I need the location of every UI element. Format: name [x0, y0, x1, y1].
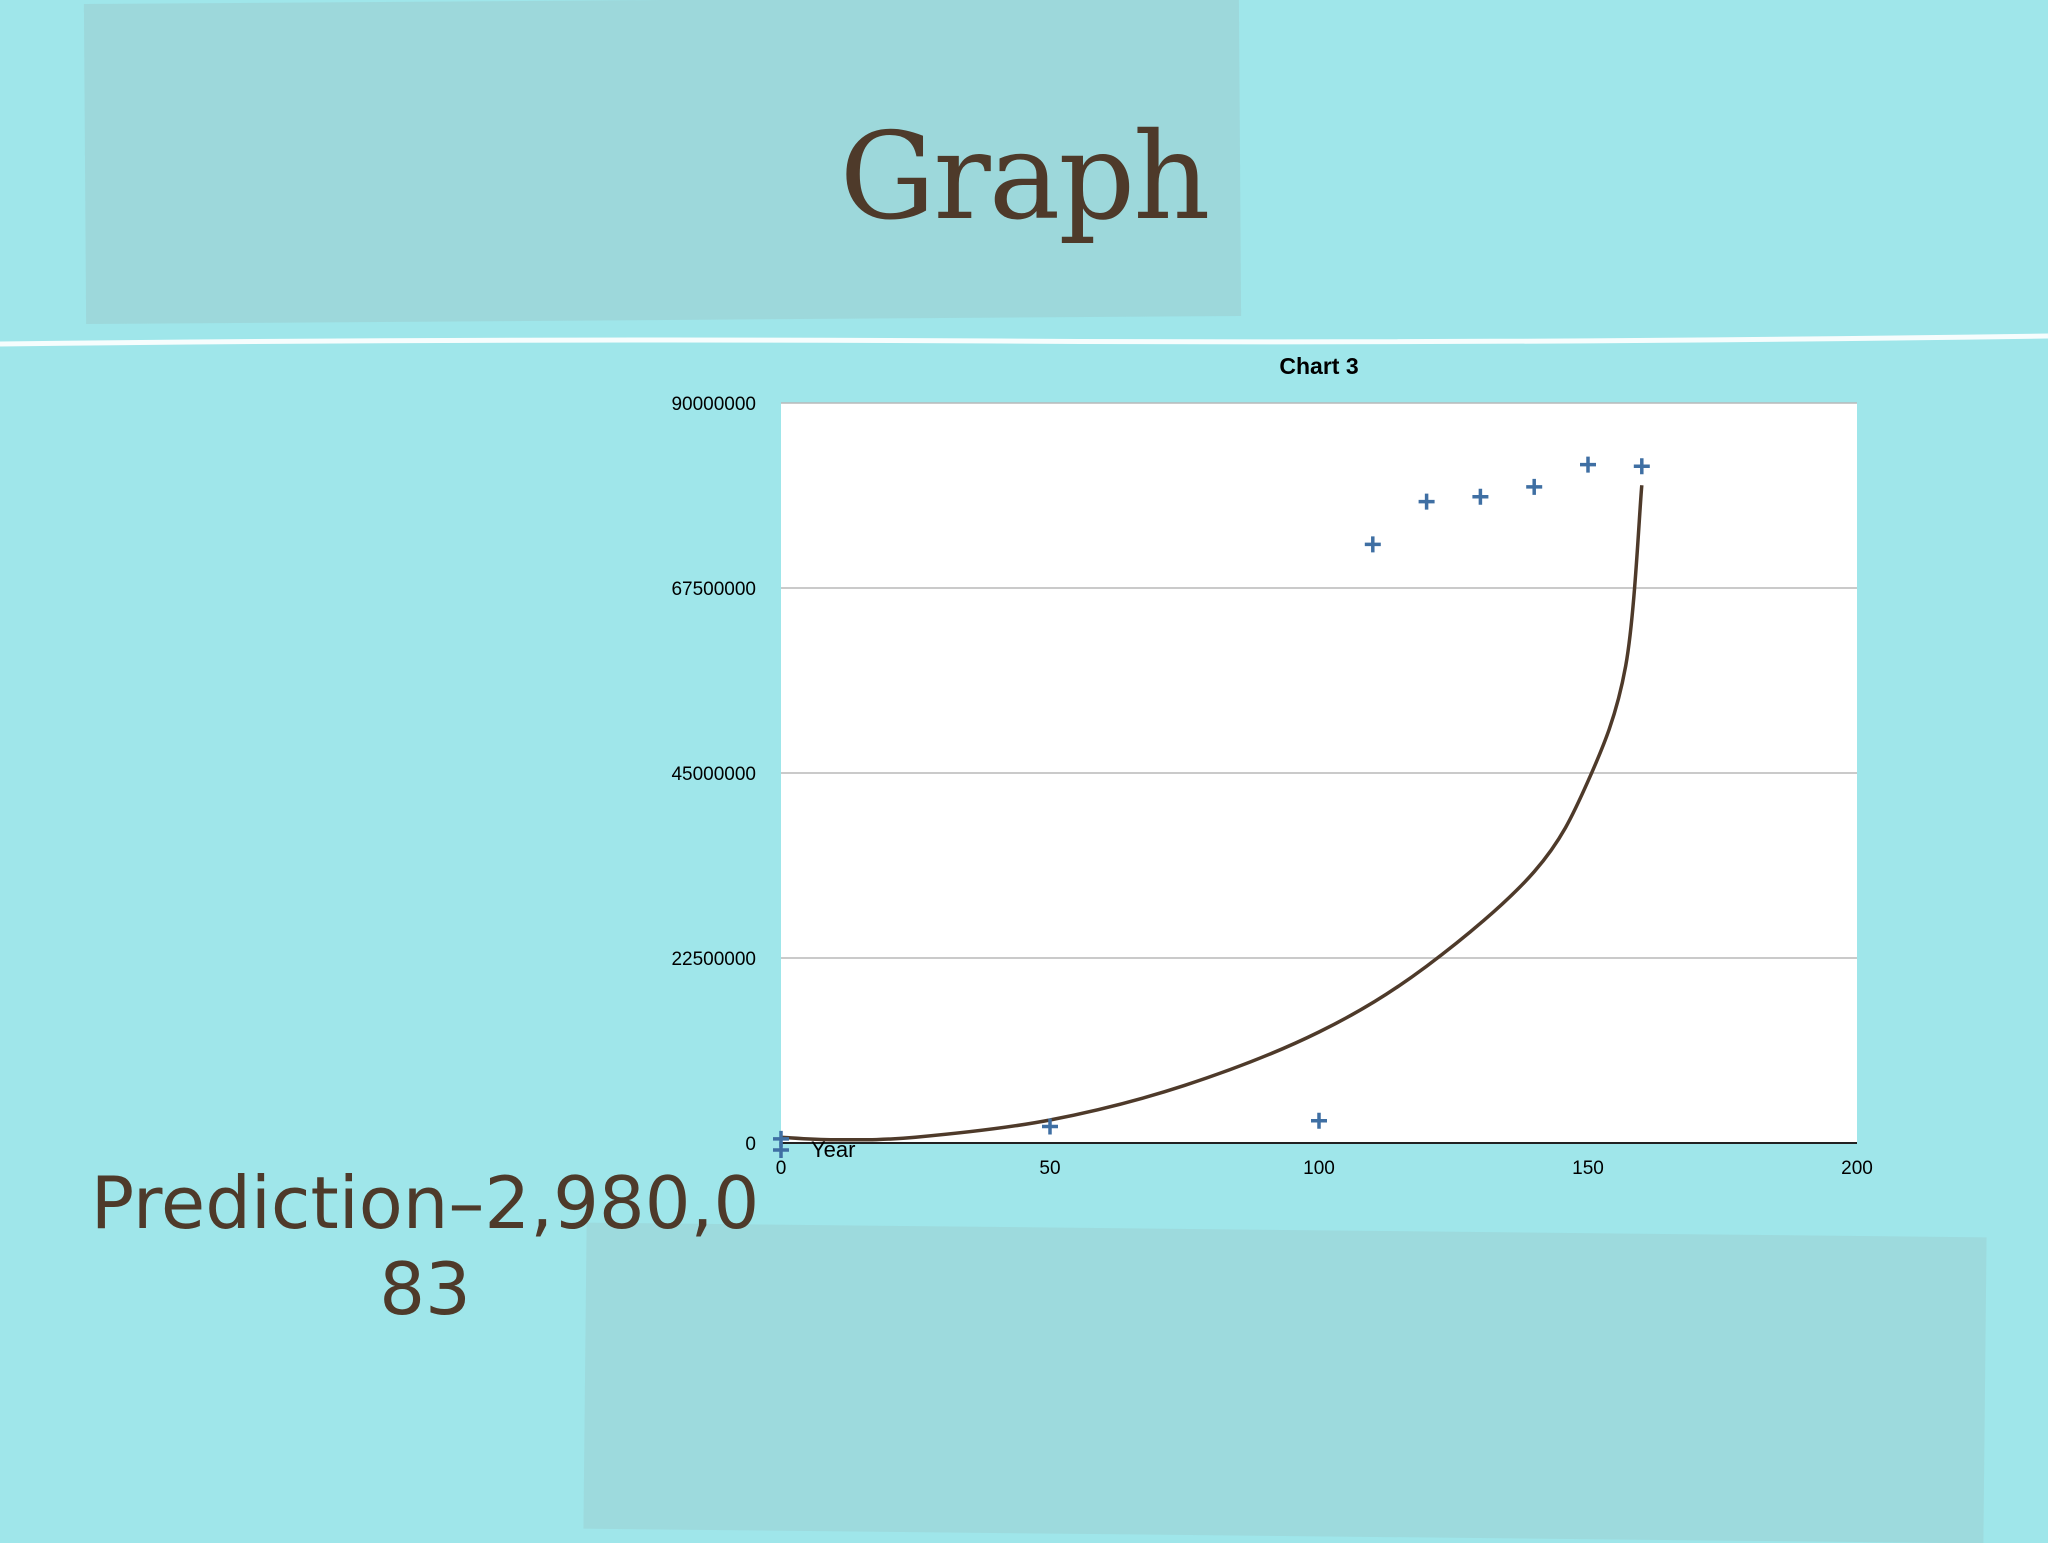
data-point — [1472, 488, 1489, 505]
data-point — [1364, 536, 1381, 553]
x-tick-label: 0 — [776, 1158, 787, 1179]
title-divider — [0, 333, 2048, 347]
data-point — [1042, 1118, 1058, 1135]
x-tick-label: 150 — [1572, 1158, 1604, 1179]
y-tick-labels: 0 22500000 45000000 67500000 90000000 — [671, 394, 756, 1155]
y-tick-label: 22500000 — [671, 949, 756, 970]
x-tick-label: 200 — [1841, 1158, 1873, 1179]
data-point — [1633, 458, 1650, 475]
y-tick-label: 90000000 — [671, 394, 756, 415]
data-point — [1526, 478, 1543, 495]
y-tick-label: 45000000 — [671, 764, 756, 785]
y-tick-label: 67500000 — [671, 579, 756, 600]
x-tick-labels: 0 50 100 150 200 — [776, 1158, 1873, 1179]
prediction-text: Prediction–2,980,083 — [90, 1161, 760, 1331]
data-point — [1580, 456, 1596, 473]
grid-lines — [781, 402, 1857, 959]
y-tick-label: 0 — [745, 1134, 756, 1155]
data-point — [1418, 493, 1435, 510]
legend-marker — [773, 1142, 789, 1158]
legend-label: Year — [811, 1137, 855, 1162]
data-point — [1311, 1112, 1327, 1129]
legend: Year — [773, 1137, 855, 1162]
trendline-curve — [780, 485, 1644, 1142]
data-markers — [773, 456, 1650, 1147]
chart-title: Chart 3 — [1279, 353, 1358, 379]
x-tick-label: 100 — [1303, 1158, 1335, 1179]
slide-title: Graph — [839, 108, 1211, 247]
x-tick-label: 50 — [1039, 1158, 1060, 1179]
